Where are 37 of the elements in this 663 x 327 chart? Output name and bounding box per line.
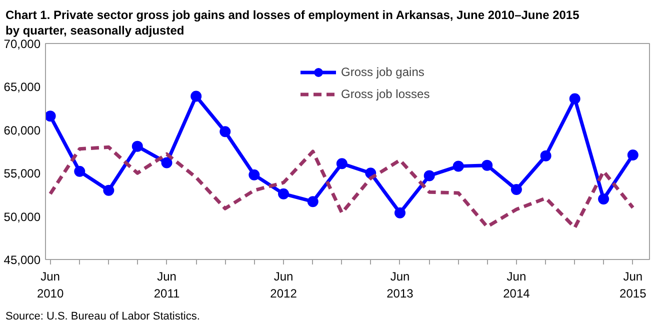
point [220, 126, 231, 138]
point [278, 188, 290, 200]
point [482, 160, 493, 171]
point [452, 160, 464, 172]
y-tick-label: 70,000 [4, 37, 41, 51]
y-tick-label: 50,000 [4, 210, 41, 224]
legend-label: Gross job gains [341, 65, 424, 79]
point [74, 166, 86, 177]
y-tick-label: 55,000 [4, 166, 41, 181]
point [248, 169, 260, 180]
point [424, 170, 435, 182]
legend-label: Gross job losses [341, 87, 430, 101]
x-tick-label: Jun 2010 [36, 270, 64, 300]
x-tick-label: Jun 2013 [386, 270, 414, 300]
source-note: Source: U.S. Bureau of Labor Statistics. [6, 310, 200, 322]
point [336, 158, 348, 170]
y-tick-label: 45,000 [4, 253, 41, 267]
point [627, 149, 638, 160]
point [103, 184, 114, 196]
y-tick-label: 65,000 [4, 80, 41, 94]
x-tick-label: Jun 2014 [503, 270, 530, 300]
line-series [48, 145, 635, 230]
point [161, 157, 172, 168]
point [190, 90, 202, 102]
x-tick-label: Jun 2011 [154, 270, 180, 300]
point [540, 150, 552, 162]
point [598, 194, 610, 205]
x-tick-label: Jun 2015 [620, 270, 647, 300]
x-tick-label: Jun 2012 [270, 270, 298, 300]
y-tick-label: 60,000 [4, 123, 41, 138]
point [132, 140, 143, 152]
point [307, 196, 318, 208]
point [46, 110, 56, 122]
point [394, 207, 406, 218]
point [510, 184, 522, 196]
point [569, 93, 580, 104]
chart-title: Chart 1. Private sector gross job gains and losses of employment in Arkansas, June 2010–June 2015 by quarter, seasonally adjusted [6, 8, 580, 38]
